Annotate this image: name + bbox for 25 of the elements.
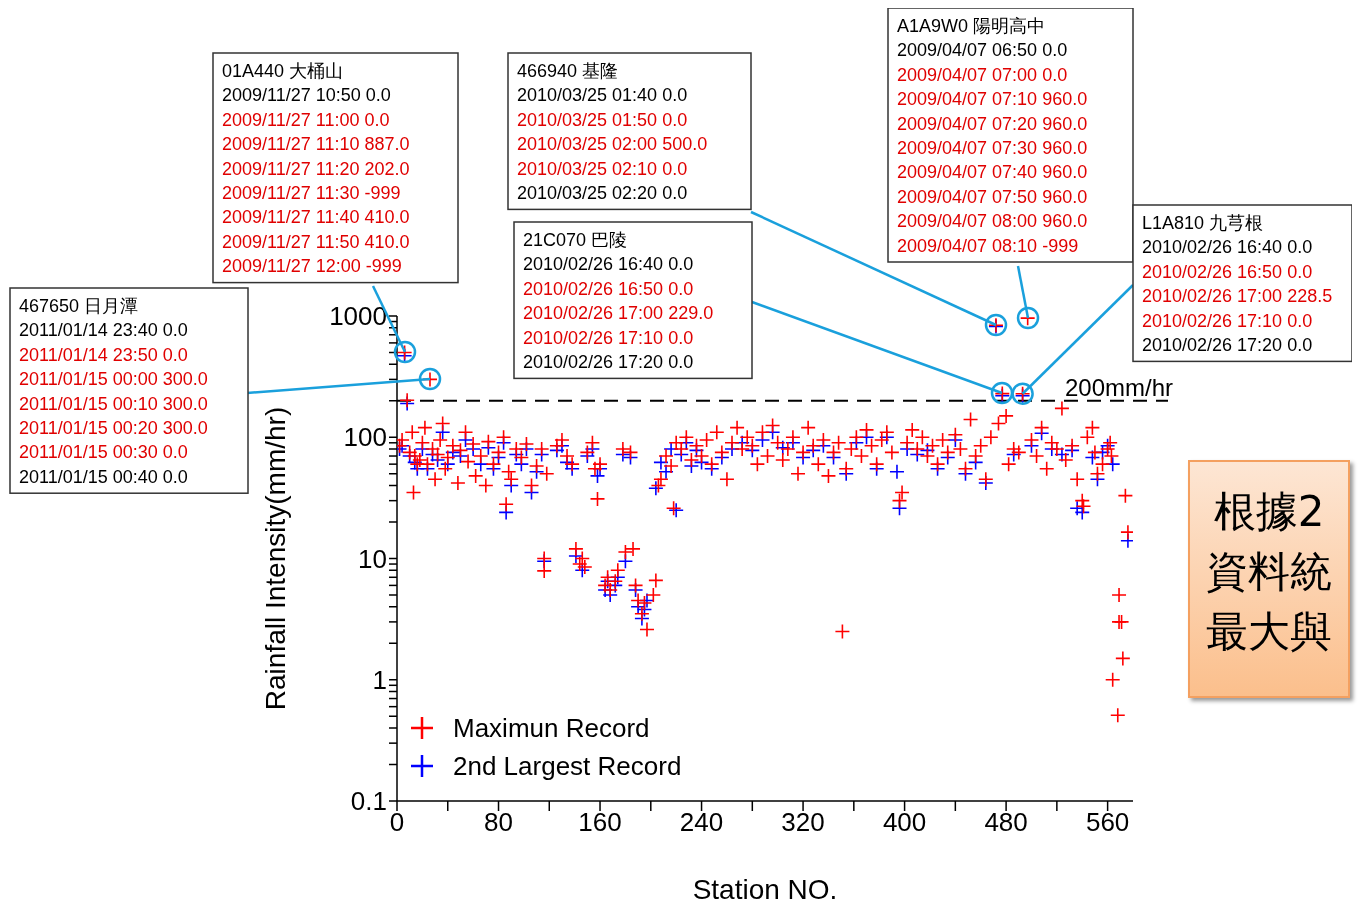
text: 467650 日月潭 2011/01/14 23:40 0.0 2011/01/14 23:50 0.0 2011/01/15 00:00 300.0 2011/01/15 00:10 300.0 2011/01/15 00:20 300.0 2011/01/15 00:30 0.0 2011/01/15 00:40 0.0 (19, 296, 208, 487)
ref-line-label: 200mm/hr (1064, 373, 1173, 401)
y-tick-label: 1 (372, 664, 387, 695)
x-tick-label: 320 (781, 807, 825, 838)
x-tick-label: 560 (1085, 807, 1130, 838)
x-tick-label: 160 (578, 807, 622, 838)
y-tick-label: 1000 (329, 301, 387, 332)
y-tick-label: 10 (358, 543, 387, 574)
x-tick-label: 400 (882, 807, 927, 838)
legend-label: Maximun Record (453, 712, 650, 744)
annotation: 21C070 巴陵 2010/02/26 16:40 0.0 2010/02/26 16:50 0.0 2010/02/26 17:00 229.0 2010/02/26 17:10 0.0 2010/02/26 17:20 0.0 (523, 230, 714, 372)
text: 根據2資料統最大與 (1188, 460, 1350, 698)
x-axis-title: Station NO. (692, 874, 838, 905)
x-tick-label: 480 (984, 807, 1028, 838)
text: A1A9W0 陽明高中 2009/04/07 06:50 0.0 2009/04/07 07:00 0.0 2009/04/07 07:10 960.0 2009/04/07 07:20 960.0 2009/04/07 07:30 960.0 2009/04/07 07:40 960.0 2009/04/07 07:50 960.0 2009/04/07 08:00 960.0 2009/04/07 08:10 -999 (897, 16, 1088, 256)
y-tick-label: 100 (343, 422, 387, 453)
y-axis-title: Rainfall Intensity(mm/hr) (259, 406, 291, 711)
x-tick-label: 0 (389, 807, 405, 838)
text: 01A440 大桶山 2009/11/27 10:50 0.0 2009/11/27 11:00 0.0 2009/11/27 11:10 887.0 2009/11/27 11:20 202.0 2009/11/27 11:30 -999 2009/11/27 11:40 410.0 2009/11/27 11:50 410.0 2009/11/27 12:00 -999 (222, 61, 410, 277)
x-tick-label: 80 (484, 807, 513, 838)
text: 466940 基隆 2010/03/25 01:40 0.0 2010/03/25 01:50 0.0 2010/03/25 02:00 500.0 2010/03/25 02:10 0.0 2010/03/25 02:20 0.0 (517, 61, 708, 203)
annotation: L1A810 九芎根 2010/02/26 16:40 0.0 2010/02/26 16:50 0.0 2010/02/26 17:00 228.5 2010/02/26 17:10 0.0 2010/02/26 17:20 0.0 (1142, 213, 1333, 355)
x-tick-label: 240 (679, 807, 724, 838)
y-tick-label: 0.1 (350, 786, 387, 817)
legend-label: 2nd Largest Record (453, 750, 682, 782)
